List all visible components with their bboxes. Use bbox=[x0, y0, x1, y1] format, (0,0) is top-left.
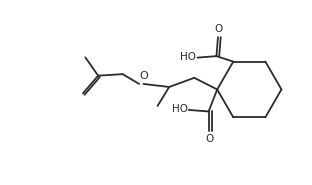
Text: O: O bbox=[139, 71, 148, 81]
Text: O: O bbox=[215, 24, 223, 34]
Text: HO: HO bbox=[180, 52, 196, 62]
Text: O: O bbox=[205, 134, 214, 144]
Text: HO: HO bbox=[172, 104, 188, 114]
